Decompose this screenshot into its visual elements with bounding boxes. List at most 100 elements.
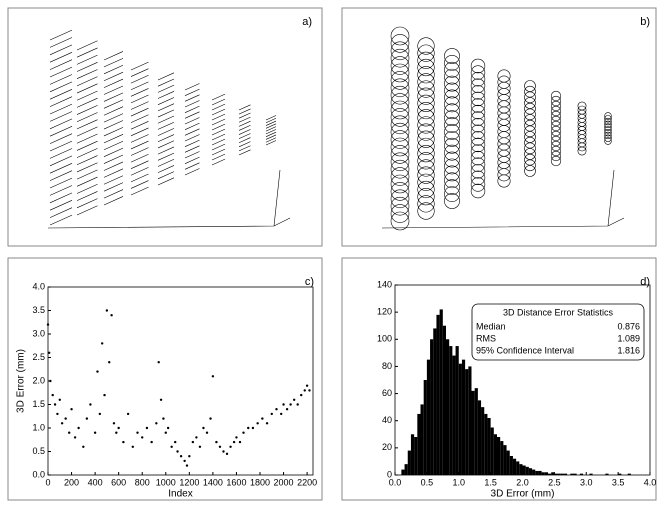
arrow [157,152,175,161]
y-tick-label: 140 [377,279,392,289]
point [170,445,173,448]
circle-marker [470,118,486,133]
circle-marker [444,75,460,92]
x-tick-label: 0.5 [421,477,434,487]
point [58,398,61,401]
arrow [184,156,200,164]
point [285,408,289,411]
circle-marker [417,73,435,91]
circle-marker [550,105,562,117]
arrow [238,145,251,152]
arrow [130,81,149,91]
arrow [238,108,251,115]
circle-marker [390,204,410,223]
circle-marker [524,165,536,177]
point [126,412,130,416]
bar [465,369,469,475]
circle-marker [550,140,562,152]
arrow [238,133,251,139]
stats-box [471,303,645,361]
circle-marker [524,159,536,172]
arrow [130,186,149,196]
arrow [76,62,98,72]
point [256,422,259,425]
point [115,431,118,434]
bar [618,473,622,475]
point [275,408,278,411]
circle-marker [604,137,612,145]
circle-marker [550,155,562,167]
bar [487,418,491,475]
arrow [103,161,124,171]
circle-marker [444,165,460,182]
bar [426,359,431,475]
arrow [49,133,73,144]
circle-marker [604,123,612,131]
circle-marker [604,131,612,140]
circle-marker [390,130,410,149]
circle-marker [470,170,486,186]
arrow [49,89,73,100]
arrow [211,158,226,166]
arrow [76,198,98,209]
arrow [157,109,175,118]
circle-marker [524,102,536,115]
point [202,426,205,430]
bar [512,458,517,475]
circle-marker [524,119,536,132]
arrow [49,192,73,204]
stats-value: 1.816 [617,345,640,355]
circle-marker [444,117,460,133]
arrow [76,119,98,130]
arrow [157,165,175,173]
circle-marker [444,193,460,209]
arrow [157,121,175,130]
bar [503,445,507,475]
circle-marker [470,137,486,153]
circle-marker [417,195,435,213]
point [145,426,149,430]
point [292,398,296,401]
arrow [238,129,251,135]
circle-marker [550,90,562,102]
arrow [130,101,149,110]
arrow [49,148,73,159]
point [176,450,179,453]
arrow [238,149,251,156]
arrow [76,155,98,166]
y-tick-label: 0 [387,469,392,479]
arrow [184,151,200,159]
point [117,426,120,430]
arrow [238,125,251,131]
arrow [157,128,175,136]
point [70,408,73,411]
circle-marker [444,61,460,78]
bar [455,346,459,475]
bar [401,469,405,475]
arrow [49,214,73,226]
arrow [157,140,175,149]
circle-marker [497,174,511,188]
arrow [49,37,73,48]
arrow [76,126,98,137]
arrow [238,104,251,111]
circle-marker [417,166,435,184]
point [51,393,54,397]
bar [446,339,450,475]
circle-marker [444,55,460,71]
y-tick-label: 0.0 [32,469,45,479]
bar [509,456,513,475]
bar [554,473,558,475]
bar [461,359,466,475]
arrow [103,113,124,123]
circle-marker [444,110,460,127]
bar [516,461,520,475]
point [247,426,250,430]
bar [627,473,631,475]
point [232,440,236,444]
arrow [103,196,124,206]
arrow [130,140,149,150]
arrow [49,155,73,167]
circle-marker [524,131,536,143]
bar [560,473,564,475]
